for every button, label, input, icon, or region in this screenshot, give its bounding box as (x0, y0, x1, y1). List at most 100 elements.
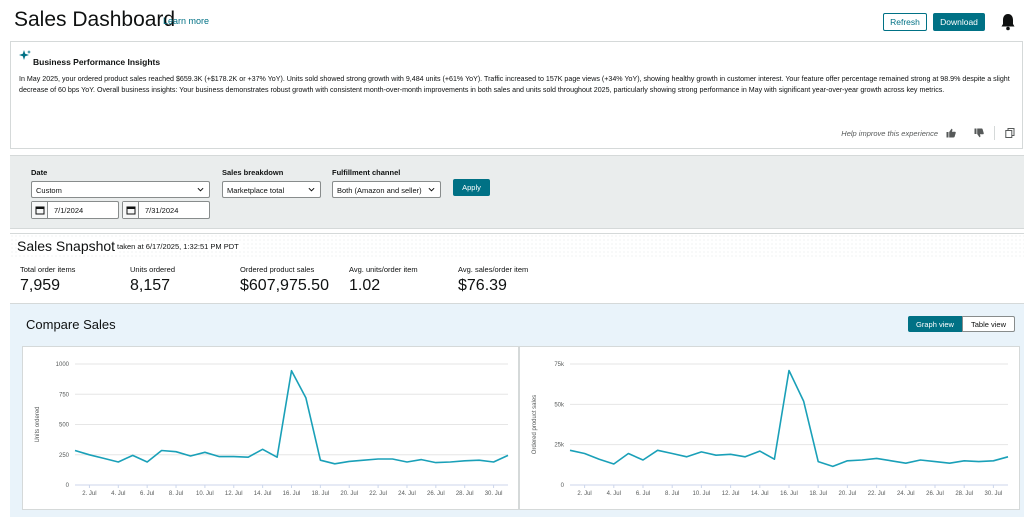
data-point[interactable] (448, 460, 452, 464)
data-point[interactable] (816, 460, 820, 464)
data-point[interactable] (685, 455, 689, 459)
data-point[interactable] (232, 455, 236, 459)
data-point[interactable] (160, 449, 164, 453)
sparkle-icon (19, 50, 31, 60)
data-point[interactable] (102, 456, 106, 460)
feedback-prompt: Help improve this experience (841, 129, 938, 138)
metric-label: Total order items (20, 265, 76, 274)
data-point[interactable] (729, 452, 733, 456)
data-point[interactable] (145, 460, 149, 464)
data-point[interactable] (419, 458, 423, 462)
data-point[interactable] (656, 448, 660, 452)
metric-value: $607,975.50 (240, 277, 329, 294)
data-point[interactable] (918, 458, 922, 462)
data-point[interactable] (362, 458, 366, 462)
x-tick-label: 22. Jul (369, 491, 387, 497)
data-point[interactable] (670, 452, 674, 456)
data-point[interactable] (860, 458, 864, 462)
data-point[interactable] (845, 459, 849, 463)
data-point[interactable] (477, 458, 481, 462)
data-point[interactable] (743, 455, 747, 459)
data-point[interactable] (391, 457, 395, 461)
data-point[interactable] (405, 460, 409, 464)
data-point[interactable] (188, 454, 192, 458)
data-point[interactable] (597, 457, 601, 461)
data-point[interactable] (275, 455, 279, 459)
units-ordered-chart: 0 250 500 750 1000 2. Jul 4. Jul 6. Jul 8. Jul 10… (22, 346, 519, 510)
data-point[interactable] (347, 459, 351, 463)
copy-icon[interactable] (1005, 128, 1015, 138)
data-point[interactable] (1006, 455, 1010, 459)
data-point[interactable] (991, 459, 995, 463)
start-date-value: 7/1/2024 (54, 206, 84, 215)
series-line (569, 369, 1009, 468)
x-tick-label: 18. Jul (312, 491, 330, 497)
data-point[interactable] (772, 457, 776, 461)
y-tick-label: 0 (561, 483, 565, 489)
metric-label: Ordered product sales (240, 265, 315, 274)
sales-snapshot-title: Sales Snapshot (17, 238, 120, 254)
data-point[interactable] (506, 453, 510, 457)
sales-breakdown-select[interactable]: Marketplace total (222, 181, 321, 198)
data-point[interactable] (174, 450, 178, 454)
data-point[interactable] (73, 449, 77, 453)
data-point[interactable] (962, 459, 966, 463)
data-point[interactable] (583, 452, 587, 456)
data-point[interactable] (612, 462, 616, 466)
y-tick-label: 75k (554, 362, 565, 368)
data-point[interactable] (758, 449, 762, 453)
data-point[interactable] (463, 459, 467, 463)
fulfillment-channel-select[interactable]: Both (Amazon and seller) (332, 181, 441, 198)
data-point[interactable] (699, 450, 703, 454)
metric-ordered-product-sales: Ordered product sales $607,975.50 (240, 265, 329, 295)
data-point[interactable] (875, 456, 879, 460)
data-point[interactable] (318, 458, 322, 462)
divider (994, 126, 995, 140)
data-point[interactable] (434, 461, 438, 465)
data-point[interactable] (977, 460, 981, 464)
data-point[interactable] (904, 461, 908, 465)
table-view-button[interactable]: Table view (962, 316, 1015, 332)
insights-text: In May 2025, your ordered product sales … (19, 75, 1010, 94)
x-tick-label: 12. Jul (722, 491, 740, 497)
start-date-field[interactable]: 7/1/2024 (31, 201, 119, 219)
data-point[interactable] (948, 461, 952, 465)
bell-icon[interactable] (1000, 13, 1016, 31)
data-point[interactable] (290, 369, 294, 373)
data-point[interactable] (641, 458, 645, 462)
calendar-icon[interactable] (123, 202, 139, 218)
calendar-icon[interactable] (32, 202, 48, 218)
data-point[interactable] (116, 460, 120, 464)
refresh-button[interactable]: Refresh (883, 13, 927, 31)
thumbs-down-icon[interactable] (974, 128, 984, 138)
data-point[interactable] (714, 453, 718, 457)
ordered-product-sales-chart: 0 25k 50k 75k 2. Jul 4. Jul 6. Jul 8. Jul 10. Ju… (519, 346, 1020, 510)
data-point[interactable] (831, 464, 835, 468)
data-point[interactable] (87, 453, 91, 457)
data-point[interactable] (787, 368, 791, 372)
download-button[interactable]: Download (933, 13, 985, 31)
data-point[interactable] (889, 459, 893, 463)
y-tick-label: 0 (66, 483, 70, 489)
data-point[interactable] (131, 453, 135, 457)
data-point[interactable] (333, 462, 337, 466)
data-point[interactable] (568, 448, 572, 452)
data-point[interactable] (203, 450, 207, 454)
end-date-field[interactable]: 7/31/2024 (122, 201, 210, 219)
data-point[interactable] (933, 460, 937, 464)
data-point[interactable] (376, 457, 380, 461)
learn-more-link[interactable]: Learn more (163, 16, 210, 26)
data-point[interactable] (492, 460, 496, 464)
apply-button[interactable]: Apply (453, 179, 490, 196)
y-axis-title: Units ordered (35, 406, 41, 442)
y-tick-label: 25k (554, 443, 565, 449)
data-point[interactable] (217, 455, 221, 459)
date-range-select[interactable]: Custom (31, 181, 210, 198)
data-point[interactable] (802, 399, 806, 403)
data-point[interactable] (261, 447, 265, 451)
data-point[interactable] (626, 452, 630, 456)
graph-view-button[interactable]: Graph view (908, 316, 962, 332)
thumbs-up-icon[interactable] (946, 128, 956, 138)
data-point[interactable] (246, 455, 250, 459)
data-point[interactable] (304, 396, 308, 400)
